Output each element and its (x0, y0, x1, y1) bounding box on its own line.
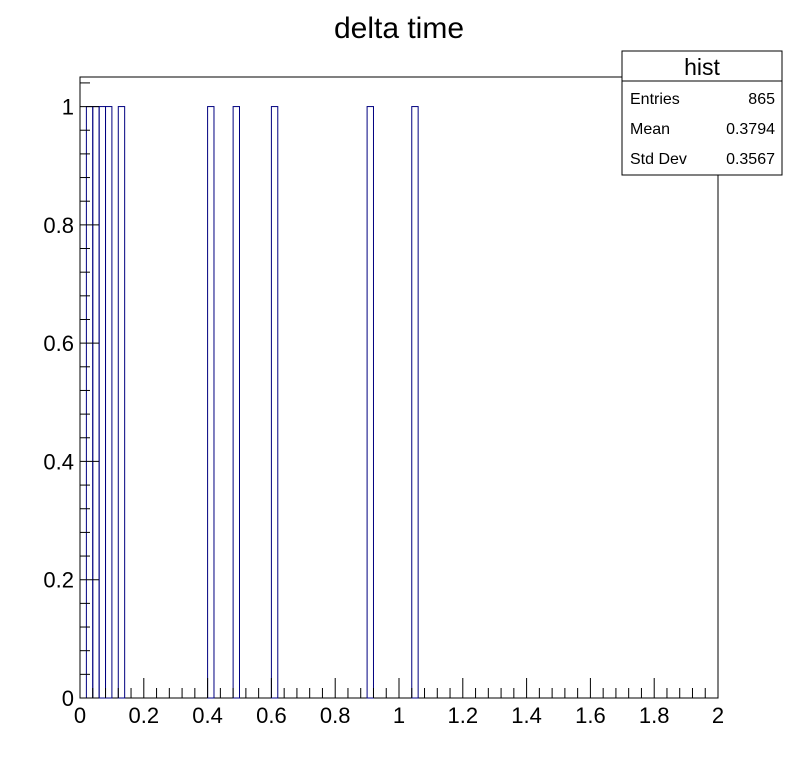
stats-box-frame (621, 50, 783, 176)
histogram-bars (85, 106, 419, 699)
y-tick-label: 0.6 (43, 331, 74, 356)
histogram-bar (411, 106, 419, 699)
histogram-bar (92, 106, 100, 699)
histogram-bar (232, 106, 240, 699)
stats-entries-label: Entries (630, 91, 680, 108)
x-tick-label: 0.8 (320, 703, 351, 728)
histogram-bar (85, 106, 94, 699)
x-tick-label: 1.2 (448, 703, 479, 728)
stats-title: hist (684, 54, 720, 80)
stats-stddev-value: 0.3567 (726, 151, 775, 168)
histogram-bar (117, 106, 126, 699)
histogram-bar (98, 106, 107, 699)
x-tick-label: 0.2 (129, 703, 160, 728)
y-tick-label: 0.8 (43, 213, 74, 238)
x-axis: 0 0.2 0.4 0.6 0.8 1 1.2 1.4 1.6 1.8 2 (74, 678, 724, 728)
y-tick-label: 0.4 (43, 449, 74, 474)
x-tick-label: 1 (393, 703, 405, 728)
stats-box: hist Entries 865 Mean 0.3794 Std Dev 0.3… (621, 50, 783, 176)
x-tick-label: 0 (74, 703, 86, 728)
stats-stddev-label: Std Dev (630, 151, 687, 168)
chart-title: delta time (334, 12, 464, 45)
x-tick-label: 0.6 (256, 703, 287, 728)
x-tick-label: 0.4 (192, 703, 223, 728)
x-tick-label: 1.8 (639, 703, 670, 728)
histogram-bar (366, 106, 374, 699)
x-tick-label: 2 (712, 703, 724, 728)
y-axis: 0 0.2 0.4 0.6 0.8 1 (43, 82, 99, 711)
histogram-bar (270, 106, 279, 699)
stats-mean-value: 0.3794 (726, 121, 775, 138)
x-tick-label: 1.6 (575, 703, 606, 728)
y-tick-label: 1 (62, 95, 74, 120)
x-tick-label: 1.4 (511, 703, 542, 728)
stats-mean-label: Mean (630, 121, 670, 138)
histogram-bar (105, 106, 113, 699)
y-tick-label: 0.2 (43, 568, 74, 593)
stats-entries-value: 865 (748, 91, 775, 108)
histogram-bar (207, 106, 215, 699)
y-tick-label: 0 (62, 686, 74, 711)
